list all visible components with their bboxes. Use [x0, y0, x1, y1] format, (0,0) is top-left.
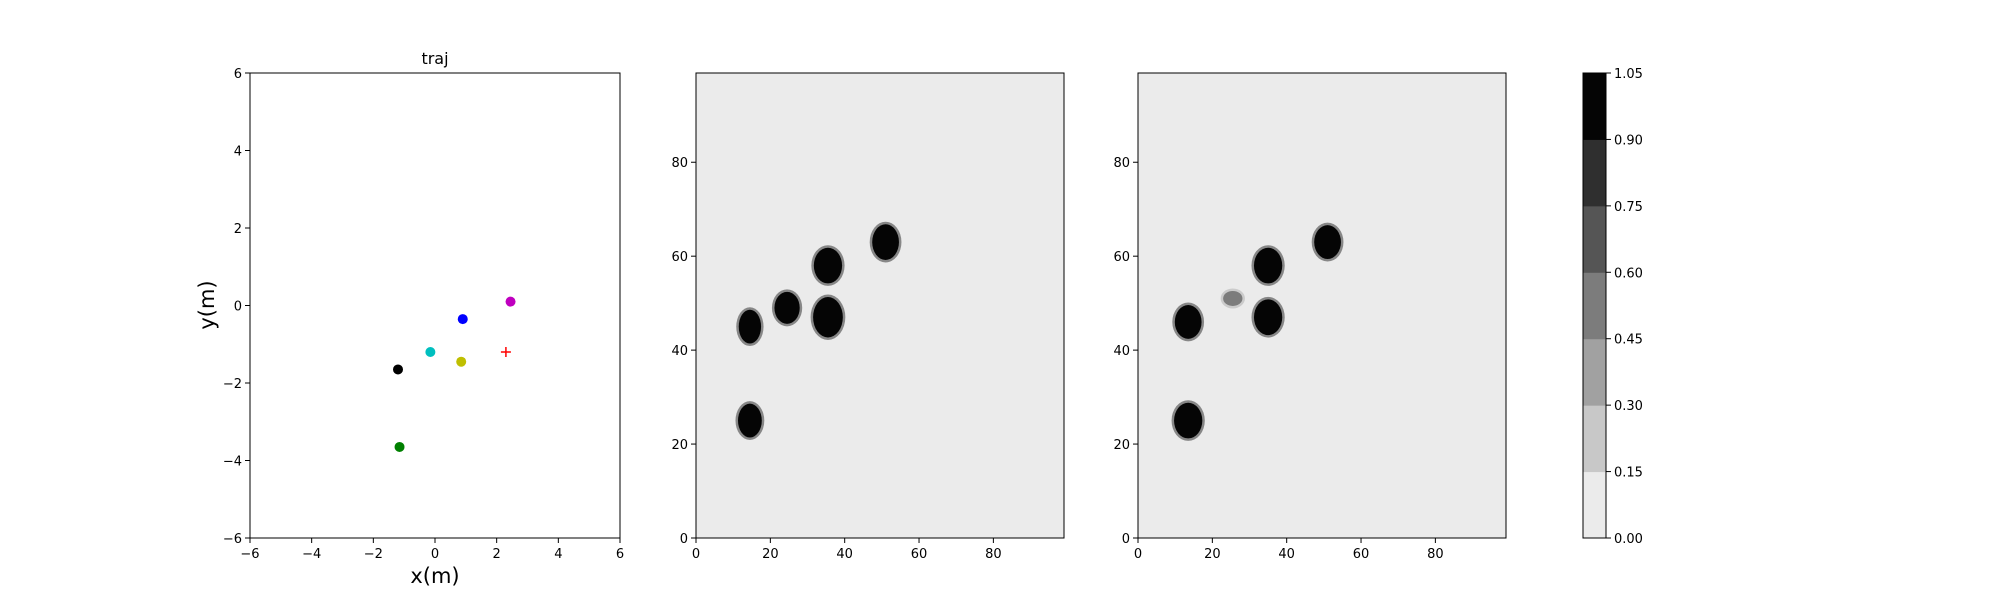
- colorbar-band: [1583, 139, 1606, 207]
- traj-title: traj: [421, 49, 448, 68]
- y-tick-label: 4: [234, 145, 242, 160]
- x-tick-label: 20: [1204, 547, 1221, 562]
- agent-point: [393, 364, 403, 375]
- heatmap-1-x-ticks: 0 20 40 60 80: [692, 538, 1002, 562]
- y-tick-label: 80: [1113, 156, 1130, 171]
- colorbar-band: [1583, 405, 1606, 473]
- x-tick-label: 40: [836, 547, 853, 562]
- y-tick-label: 0: [680, 532, 688, 547]
- x-tick-label: 80: [1427, 547, 1444, 562]
- obstacle-blob: [771, 289, 803, 327]
- y-tick-label: −2: [223, 377, 242, 392]
- y-tick-label: −6: [223, 532, 242, 547]
- y-tick-label: 6: [234, 67, 242, 82]
- heatmap-panel-1: 0 20 40 60 80 0 20 40 60 80: [671, 72, 1065, 562]
- y-tick-label: 80: [671, 156, 688, 171]
- y-tick-label: 0: [1122, 532, 1130, 547]
- x-tick-label: 60: [911, 547, 928, 562]
- colorbar-band: [1583, 205, 1606, 273]
- obstacle-blob: [1171, 400, 1205, 441]
- colorbar-tick-label: 0.30: [1614, 399, 1643, 414]
- x-tick-label: 40: [1278, 547, 1295, 562]
- colorbar-bands: [1583, 73, 1606, 539]
- colorbar-band: [1583, 338, 1606, 406]
- y-tick-label: −4: [223, 455, 242, 470]
- heatmap-2-plot-area: [1138, 73, 1506, 538]
- colorbar-tick-label: 1.05: [1614, 67, 1643, 82]
- x-tick-label: 6: [616, 547, 624, 562]
- y-tick-label: 40: [671, 344, 688, 359]
- x-tick-label: −2: [364, 547, 383, 562]
- traj-ylabel: y(m): [195, 280, 219, 329]
- y-tick-label: 20: [1113, 438, 1130, 453]
- x-tick-label: 20: [762, 547, 779, 562]
- obstacle-blob: [1311, 222, 1344, 262]
- obstacle-blob: [1220, 288, 1245, 309]
- y-tick-label: 60: [1113, 250, 1130, 265]
- x-tick-label: 80: [985, 547, 1002, 562]
- obstacle-blob: [1251, 296, 1285, 338]
- traj-points: [393, 296, 516, 452]
- heatmap-1-plot-area: [696, 73, 1064, 538]
- agent-point: [505, 296, 516, 307]
- colorbar-tick-label: 0.90: [1614, 133, 1643, 148]
- traj-panel: traj x(m) y(m) −6 −4 −2 0 2 4 6 −6 −4 −2 0 2 4 6: [195, 49, 624, 588]
- y-tick-label: 0: [234, 300, 242, 315]
- colorbar-tick-label: 0.00: [1614, 532, 1643, 547]
- agent-point: [456, 356, 467, 367]
- colorbar-band: [1583, 73, 1606, 140]
- colorbar-frame: [1582, 72, 1607, 539]
- heatmap-2-frame: [1137, 72, 1507, 539]
- x-tick-label: −6: [240, 547, 259, 562]
- agent-point: [394, 441, 405, 452]
- colorbar-tick-label: 0.75: [1614, 200, 1643, 215]
- x-tick-label: −4: [302, 547, 321, 562]
- obstacle-blob: [736, 307, 764, 347]
- x-tick-label: 0: [692, 547, 700, 562]
- goal-marker: [500, 347, 511, 357]
- colorbar-tick-label: 0.45: [1614, 333, 1643, 348]
- traj-x-ticks: −6 −4 −2 0 2 4 6: [240, 538, 624, 562]
- colorbar-ticks: 0.00 0.15 0.30 0.45 0.60 0.75 0.90 1.05: [1606, 67, 1643, 547]
- heatmap-1-blobs: [735, 221, 902, 440]
- colorbar-tick-label: 0.60: [1614, 266, 1643, 281]
- agent-point: [425, 347, 436, 357]
- heatmap-2-x-ticks: 0 20 40 60 80: [1134, 538, 1444, 562]
- colorbar-band: [1583, 471, 1606, 539]
- x-tick-label: 4: [554, 547, 562, 562]
- x-tick-label: 0: [1134, 547, 1142, 562]
- obstacle-blob: [1251, 245, 1285, 286]
- obstacle-blob: [869, 221, 902, 263]
- traj-xlabel: x(m): [410, 564, 459, 588]
- y-tick-label: 2: [234, 222, 242, 237]
- y-tick-label: 20: [671, 438, 688, 453]
- traj-y-ticks: −6 −4 −2 0 2 4 6: [223, 67, 250, 547]
- obstacle-blob: [811, 245, 845, 286]
- y-tick-label: 60: [671, 250, 688, 265]
- colorbar-band: [1583, 272, 1606, 340]
- obstacle-blob: [1172, 302, 1205, 342]
- x-tick-label: 0: [431, 547, 439, 562]
- y-tick-label: 40: [1113, 344, 1130, 359]
- colorbar: 0.00 0.15 0.30 0.45 0.60 0.75 0.90 1.05: [1582, 67, 1643, 547]
- heatmap-2-blobs: [1171, 222, 1344, 441]
- traj-plot-area: [249, 72, 621, 539]
- heatmap-2-y-ticks: 0 20 40 60 80: [1113, 156, 1138, 547]
- heatmap-panel-2: 0 20 40 60 80 0 20 40 60 80: [1113, 72, 1507, 562]
- heatmap-1-y-ticks: 0 20 40 60 80: [671, 156, 696, 547]
- heatmap-1-frame: [695, 72, 1065, 539]
- agent-point: [457, 314, 468, 325]
- x-tick-label: 2: [493, 547, 501, 562]
- x-tick-label: 60: [1353, 547, 1370, 562]
- obstacle-blob: [735, 401, 765, 440]
- colorbar-tick-label: 0.15: [1614, 466, 1643, 481]
- obstacle-blob: [810, 294, 846, 340]
